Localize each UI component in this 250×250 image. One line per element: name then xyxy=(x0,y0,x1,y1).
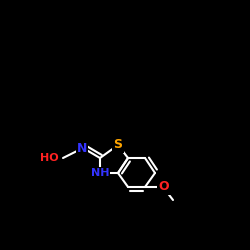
Text: O: O xyxy=(159,180,169,194)
Text: S: S xyxy=(114,138,122,151)
Text: NH: NH xyxy=(91,168,109,178)
Text: N: N xyxy=(77,142,87,154)
Text: HO: HO xyxy=(40,153,59,163)
